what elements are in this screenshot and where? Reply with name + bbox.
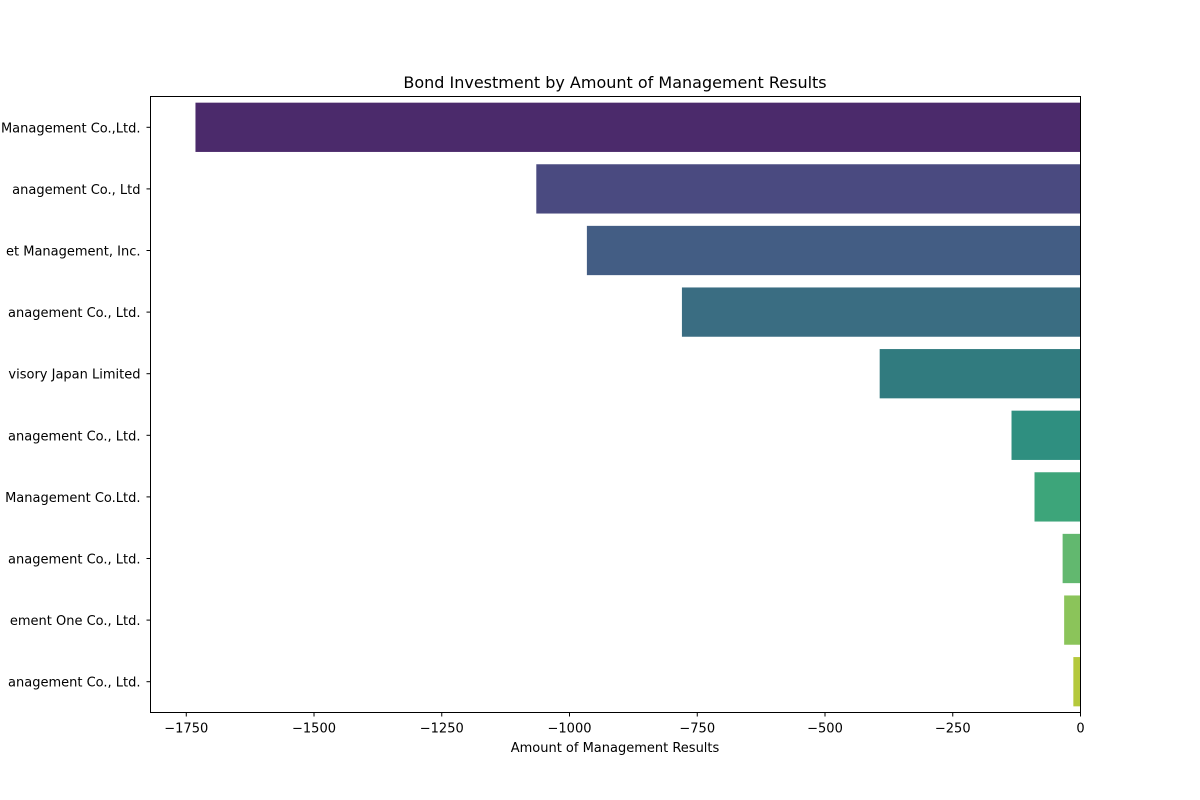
y-tick-labels: Management Co.,Ltd. anagement Co., Ltd et … [1, 121, 151, 691]
y-tick-label: anagement Co., Ltd. [8, 429, 140, 444]
y-tick-label: anagement Co., Ltd. [8, 306, 140, 321]
x-axis-ticks: −1750 −1500 −1250 −1000 −750 −500 −250 0 [164, 712, 1085, 737]
bar-4 [681, 287, 1081, 337]
bar-1 [195, 102, 1081, 152]
bar-7 [1034, 472, 1081, 522]
bar-3 [586, 225, 1081, 276]
y-tick-label: ement One Co., Ltd. [10, 614, 141, 629]
bar-9 [1064, 595, 1081, 645]
y-tick-label: Management Co.,Ltd. [1, 121, 141, 136]
plot-frame [150, 96, 1081, 713]
y-tick-label: anagement Co., Ltd. [8, 676, 140, 691]
y-tick-label: et Management, Inc. [6, 245, 140, 260]
y-tick-label: Management Co.Ltd. [5, 491, 140, 506]
y-tick-label: anagement Co., Ltd. [8, 553, 140, 568]
chart-title: Bond Investment by Amount of Management … [403, 73, 826, 92]
x-tick-label: −1750 [164, 722, 208, 737]
x-tick-label: 0 [1076, 722, 1084, 737]
x-tick-label: −750 [679, 722, 715, 737]
bars-group [195, 102, 1081, 707]
x-axis-label: Amount of Management Results [511, 741, 720, 756]
x-tick-label: −1000 [548, 722, 592, 737]
bar-8 [1062, 533, 1081, 584]
bar-2 [536, 164, 1081, 214]
y-tick-label: visory Japan Limited [8, 368, 140, 383]
y-tick-label: anagement Co., Ltd [12, 183, 140, 198]
x-tick-label: −250 [935, 722, 971, 737]
bar-6 [1011, 410, 1081, 460]
x-tick-label: −500 [807, 722, 843, 737]
bar-10 [1073, 657, 1081, 707]
x-tick-label: −1250 [420, 722, 464, 737]
bar-5 [879, 349, 1081, 399]
x-tick-label: −1500 [292, 722, 336, 737]
